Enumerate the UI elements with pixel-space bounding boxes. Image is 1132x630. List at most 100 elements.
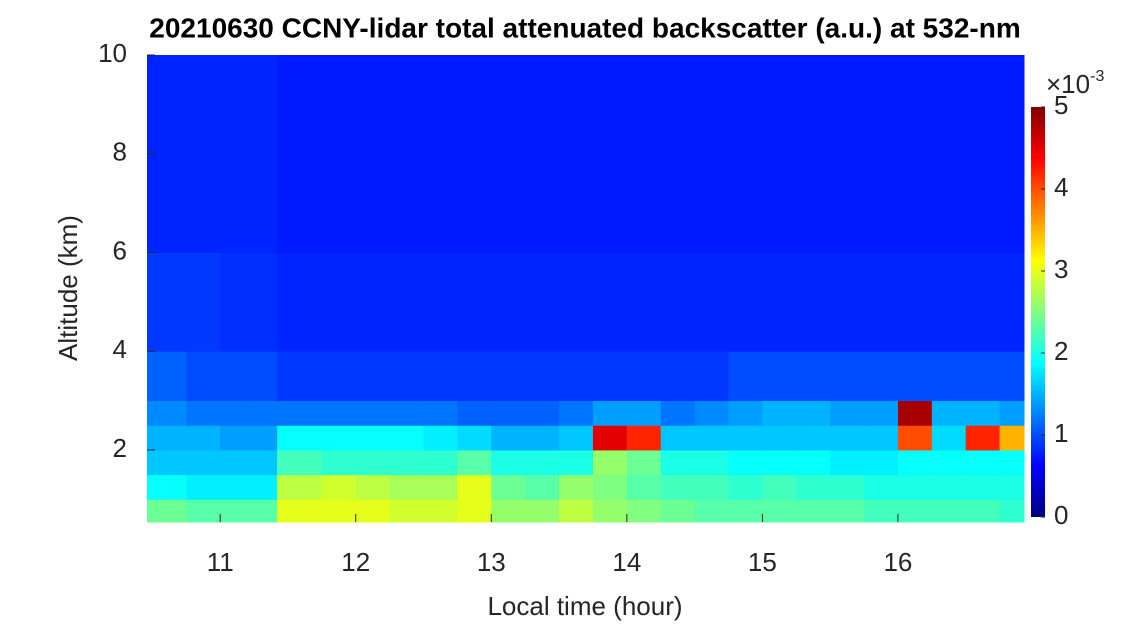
- heatmap-cell: [355, 400, 391, 426]
- heatmap-cell: [965, 400, 1001, 426]
- colorbar-multiplier: ×10-3: [1046, 68, 1104, 99]
- heatmap-cell: [457, 499, 492, 523]
- heatmap-cell: [864, 252, 899, 352]
- heatmap-cell: [762, 474, 797, 500]
- heatmap-cell: [864, 499, 899, 523]
- heatmap-cell: [491, 252, 526, 352]
- heatmap-cell: [559, 425, 594, 451]
- heatmap-cell: [660, 425, 696, 451]
- heatmap-cell: [626, 474, 662, 500]
- heatmap-cell: [796, 449, 831, 476]
- heatmap-cell: [389, 474, 425, 500]
- colorbar-tick-label: 5: [1054, 90, 1068, 120]
- heatmap-cell: [796, 425, 831, 451]
- heatmap-cell: [355, 351, 391, 402]
- heatmap-cell: [457, 474, 492, 500]
- heatmap-cell: [186, 351, 221, 402]
- heatmap-cell: [389, 252, 425, 352]
- heatmap-cell: [220, 55, 255, 253]
- heatmap-cell: [864, 425, 899, 451]
- heatmap-cell: [321, 252, 357, 352]
- heatmap-cell: [254, 425, 278, 451]
- heatmap-cell: [592, 351, 628, 402]
- heatmap-cell: [389, 400, 425, 426]
- heatmap-cell: [321, 400, 357, 426]
- y-tick-label: 2: [113, 433, 127, 463]
- heatmap-cell: [762, 449, 797, 476]
- heatmap-cell: [830, 425, 865, 451]
- heatmap-cell: [254, 55, 278, 253]
- heatmap-cell: [592, 425, 628, 451]
- heatmap-cell: [525, 425, 560, 451]
- heatmap-cell: [796, 55, 831, 253]
- colorbar-tick-label: 0: [1054, 500, 1068, 530]
- heatmap-cell: [147, 252, 187, 352]
- heatmap-cell: [457, 425, 492, 451]
- heatmap-cell: [864, 55, 899, 253]
- heatmap-cell: [147, 474, 187, 500]
- heatmap-cell: [864, 400, 899, 426]
- heatmap-cell: [186, 449, 221, 476]
- heatmap-cell: [796, 400, 831, 426]
- heatmap-cell: [423, 449, 458, 476]
- heatmap-cell: [423, 499, 458, 523]
- heatmap-cell: [355, 252, 391, 352]
- y-tick-label: 6: [113, 235, 127, 265]
- heatmap-cell: [423, 252, 458, 352]
- heatmap-cell: [389, 449, 425, 476]
- heatmap-cell: [999, 400, 1025, 426]
- heatmap-cell: [423, 474, 458, 500]
- heatmap-cell: [277, 474, 323, 500]
- x-tick-label: 13: [477, 547, 506, 577]
- heatmap: [147, 55, 1025, 523]
- x-axis-label: Local time (hour): [487, 591, 682, 621]
- heatmap-cell: [660, 351, 696, 402]
- heatmap-cell: [897, 499, 933, 523]
- heatmap-cell: [626, 252, 662, 352]
- heatmap-cell: [491, 425, 526, 451]
- x-tick-label: 16: [883, 547, 912, 577]
- heatmap-cell: [660, 449, 696, 476]
- heatmap-cell: [694, 252, 730, 352]
- heatmap-cell: [999, 252, 1025, 352]
- heatmap-cell: [694, 474, 730, 500]
- heatmap-cell: [626, 425, 662, 451]
- colorbar: [1031, 107, 1045, 517]
- heatmap-cell: [728, 449, 763, 476]
- heatmap-cell: [254, 400, 278, 426]
- heatmap-cell: [728, 499, 763, 523]
- heatmap-cell: [525, 351, 560, 402]
- heatmap-cell: [592, 55, 628, 253]
- heatmap-cell: [525, 499, 560, 523]
- heatmap-cell: [796, 499, 831, 523]
- heatmap-cell: [931, 400, 967, 426]
- heatmap-cell: [220, 351, 255, 402]
- heatmap-cell: [277, 499, 323, 523]
- heatmap-cell: [864, 351, 899, 402]
- heatmap-cell: [931, 55, 967, 253]
- heatmap-cell: [220, 449, 255, 476]
- heatmap-cell: [559, 252, 594, 352]
- heatmap-cell: [254, 252, 278, 352]
- heatmap-cell: [491, 400, 526, 426]
- colorbar-tick-label: 2: [1054, 336, 1068, 366]
- heatmap-cell: [389, 425, 425, 451]
- x-tick-label: 12: [341, 547, 370, 577]
- x-tick-label: 15: [748, 547, 777, 577]
- heatmap-cell: [897, 252, 933, 352]
- heatmap-cell: [626, 55, 662, 253]
- heatmap-cell: [220, 499, 255, 523]
- heatmap-cell: [694, 449, 730, 476]
- colorbar-tick-label: 1: [1054, 418, 1068, 448]
- heatmap-cell: [559, 474, 594, 500]
- heatmap-cell: [830, 400, 865, 426]
- heatmap-cell: [592, 400, 628, 426]
- heatmap-cell: [728, 474, 763, 500]
- heatmap-cell: [999, 449, 1025, 476]
- heatmap-cell: [186, 474, 221, 500]
- heatmap-cell: [186, 400, 221, 426]
- heatmap-cell: [999, 474, 1025, 500]
- heatmap-cell: [965, 474, 1001, 500]
- heatmap-cell: [277, 425, 323, 451]
